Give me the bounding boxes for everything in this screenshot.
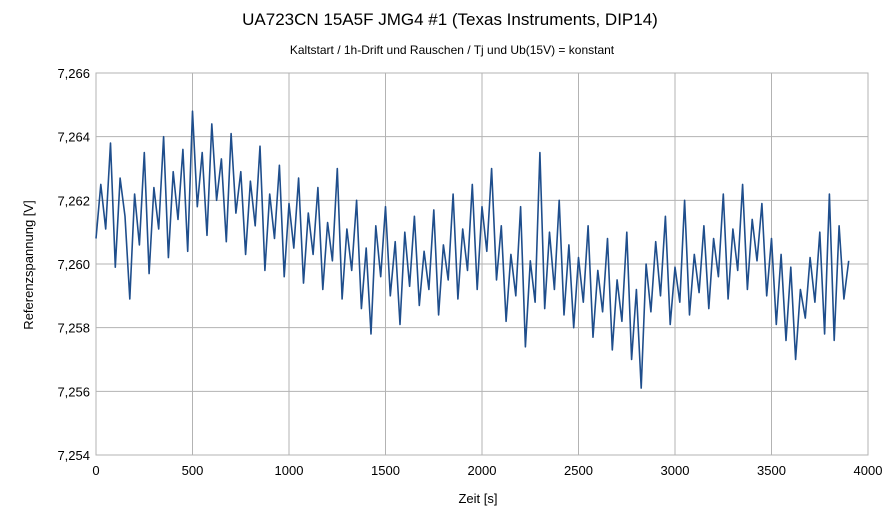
y-tick-label: 7,266 — [57, 66, 90, 81]
y-tick-label: 7,260 — [57, 257, 90, 272]
x-tick-label: 2000 — [468, 463, 497, 478]
chart-subtitle: Kaltstart / 1h-Drift und Rauschen / Tj u… — [290, 43, 615, 57]
series-line — [95, 110, 850, 389]
x-tick-label: 0 — [92, 463, 99, 478]
x-tick-label: 500 — [182, 463, 204, 478]
plot-frame — [95, 72, 869, 456]
y-axis-ticks: 7,254 7,256 7,258 7,260 7,262 7,264 7,266 — [57, 66, 90, 463]
y-tick-label: 7,258 — [57, 321, 90, 336]
plot-area — [95, 110, 850, 389]
x-axis-label: Zeit [s] — [458, 491, 497, 506]
y-axis-label: Referenzspannung [V] — [21, 200, 36, 329]
x-axis-ticks: 0 500 1000 1500 2000 2500 3000 3500 4000 — [92, 463, 882, 478]
y-tick-label: 7,262 — [57, 193, 90, 208]
y-tick-label: 7,254 — [57, 448, 90, 463]
x-tick-label: 1000 — [275, 463, 304, 478]
y-tick-label: 7,264 — [57, 130, 90, 145]
x-tick-label: 1500 — [371, 463, 400, 478]
y-tick-label: 7,256 — [57, 384, 90, 399]
x-tick-label: 4000 — [854, 463, 883, 478]
x-tick-label: 3500 — [757, 463, 786, 478]
chart-title: UA723CN 15A5F JMG4 #1 (Texas Instruments… — [242, 10, 658, 29]
x-tick-label: 3000 — [661, 463, 690, 478]
x-tick-label: 2500 — [564, 463, 593, 478]
